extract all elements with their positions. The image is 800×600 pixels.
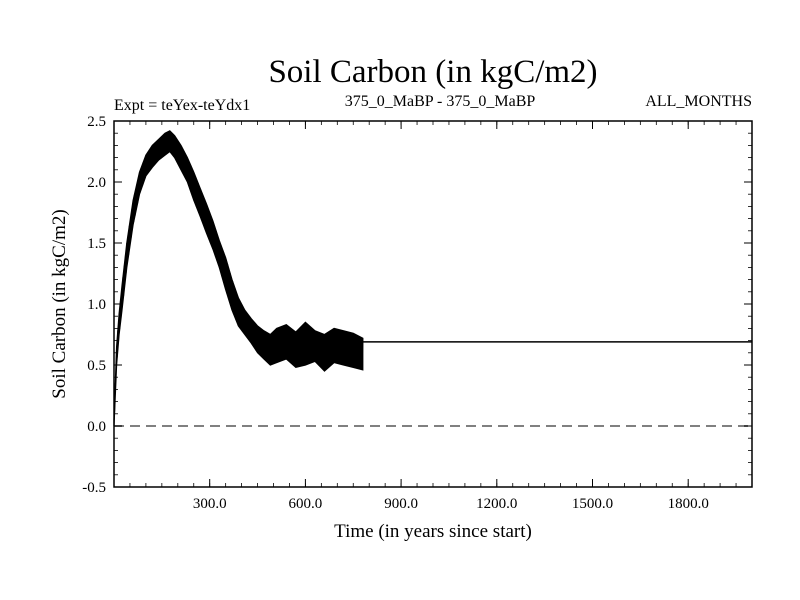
y-tick-label: 0.0	[87, 419, 106, 435]
months-label: ALL_MONTHS	[645, 93, 752, 110]
plot-frame	[113, 120, 753, 488]
period-label: 375_0_MaBP - 375_0_MaBP	[345, 93, 536, 110]
x-tick-label: 1800.0	[668, 496, 709, 512]
series-band	[113, 130, 364, 427]
plot-area	[113, 130, 752, 427]
y-tick-label: 1.5	[87, 236, 106, 252]
x-tick-label: 1200.0	[476, 496, 517, 512]
axis-ticks: -0.5 0.0 0.5 1.0 1.5 2.0 2.5 300.0 600.0 900.0 120…	[82, 114, 752, 512]
x-axis-label: Time (in years since start)	[334, 521, 532, 542]
x-tick-label: 1500.0	[572, 496, 613, 512]
x-tick-label: 600.0	[289, 496, 323, 512]
y-axis-label: Soil Carbon (in kgC/m2)	[49, 209, 70, 398]
experiment-label: Expt = teYex-teYdx1	[114, 97, 250, 114]
y-tick-label: 1.0	[87, 297, 106, 313]
x-tick-label: 900.0	[384, 496, 418, 512]
x-tick-label: 300.0	[193, 496, 227, 512]
y-tick-label: -0.5	[82, 480, 106, 496]
y-tick-label: 2.5	[87, 114, 106, 130]
y-tick-label: 0.5	[87, 358, 106, 374]
y-tick-label: 2.0	[87, 175, 106, 191]
series-line	[113, 131, 364, 420]
chart-title: Soil Carbon (in kgC/m2)	[268, 54, 597, 90]
